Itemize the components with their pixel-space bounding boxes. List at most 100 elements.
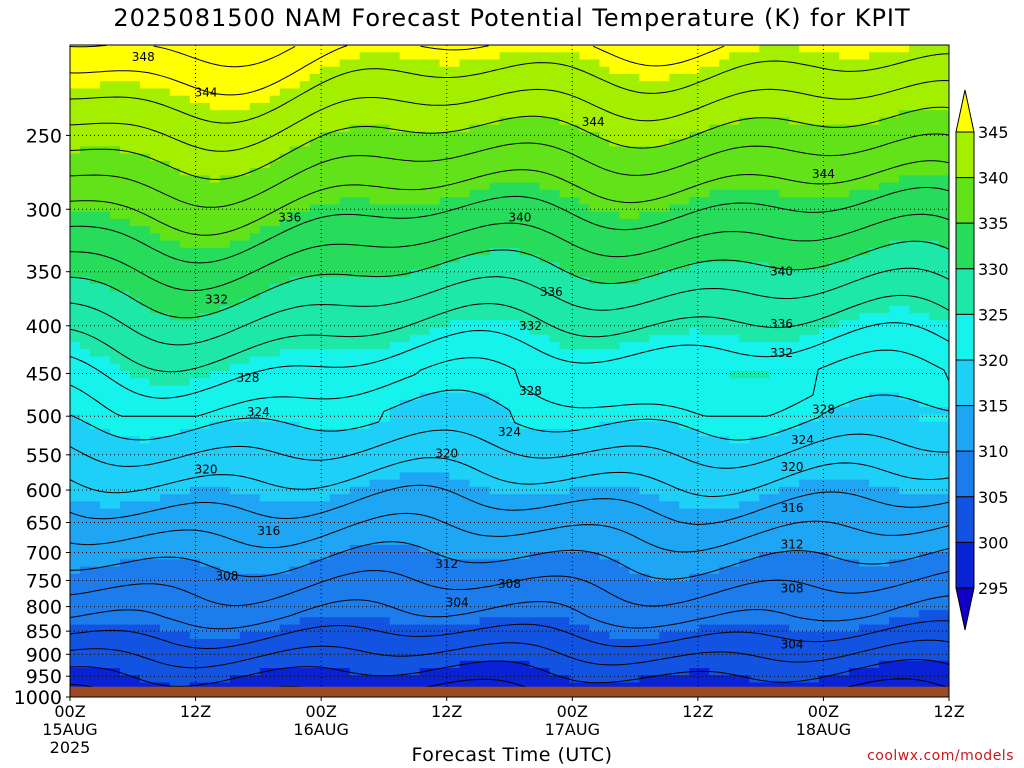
fill-cell [449,515,461,524]
fill-cell [479,428,491,437]
fill-cell [109,153,121,162]
fill-cell [509,501,521,510]
fill-cell [439,197,451,205]
fill-cell [129,95,141,104]
fill-cell [549,479,561,488]
fill-cell [269,146,281,155]
fill-cell [429,218,441,227]
fill-cell [139,139,151,148]
fill-cell [539,501,551,510]
fill-cell [469,494,481,502]
fill-cell [499,414,511,423]
fill-cell [70,117,81,126]
fill-cell [89,494,101,502]
fill-cell [599,530,610,539]
fill-cell [589,639,600,647]
fill-cell [609,334,620,343]
fill-cell [139,610,151,618]
fill-cell [469,59,481,68]
fill-cell [269,168,281,176]
fill-cell [429,544,441,553]
fill-cell [209,66,221,75]
fill-cell [199,631,211,640]
fill-cell [79,610,91,618]
fill-cell [159,363,171,372]
fill-cell [479,276,491,285]
fill-cell [459,407,471,416]
fill-cell [139,291,151,300]
fill-cell [559,153,571,162]
fill-cell [389,682,401,691]
fill-cell [199,436,211,445]
fill-cell [79,73,91,82]
fill-cell [279,146,291,155]
fill-cell [289,407,301,416]
fill-cell [409,73,421,82]
fill-cell [289,494,301,502]
fill-cell [529,211,541,220]
fill-cell [569,436,581,445]
fill-cell [119,327,131,336]
fill-cell [209,276,221,285]
fill-cell [519,59,531,68]
fill-cell [109,559,121,568]
fill-cell [279,66,291,75]
fill-cell [249,204,261,213]
fill-cell [609,276,620,285]
fill-cell [439,646,451,655]
fill-cell [449,88,461,97]
fill-cell [159,595,171,604]
fill-cell [379,146,391,155]
fill-cell [579,544,591,553]
fill-cell [339,88,351,97]
fill-cell [239,175,251,184]
fill-cell [399,356,411,365]
fill-cell [70,204,81,213]
fill-cell [459,617,471,626]
fill-cell [149,588,161,597]
fill-cell [429,356,441,365]
fill-cell [99,66,111,75]
fill-cell [519,559,531,568]
fill-cell [149,298,161,307]
fill-cell [339,131,351,140]
fill-cell [519,73,531,82]
fill-cell [169,639,181,647]
fill-cell [409,284,421,292]
fill-cell [159,457,171,466]
fill-cell [569,233,581,242]
fill-cell [349,356,361,365]
fill-cell [599,602,610,611]
fill-cell [409,102,421,111]
fill-cell [169,450,181,459]
fill-cell [319,211,331,220]
fill-cell [299,81,311,90]
fill-cell [479,508,491,517]
fill-cell [329,218,341,227]
fill-cell [229,486,241,495]
fill-cell [459,102,471,111]
fill-cell [339,298,351,307]
fill-cell [79,131,91,140]
fill-cell [609,59,620,68]
fill-cell [179,59,191,68]
fill-cell [70,421,81,430]
fill-cell [149,515,161,524]
fill-cell [79,660,91,669]
fill-cell [329,153,341,162]
fill-cell [609,218,620,227]
fill-cell [549,537,561,546]
fill-cell [609,175,620,184]
fill-cell [559,414,571,423]
fill-cell [439,240,451,249]
fill-cell [519,457,531,466]
fill-cell [339,313,351,321]
fill-cell [589,566,600,575]
fill-cell [189,218,201,227]
fill-cell [599,573,610,582]
fill-cell [89,508,101,517]
fill-cell [599,291,610,300]
fill-cell [529,363,541,372]
fill-cell [219,81,231,90]
fill-cell [119,81,131,90]
